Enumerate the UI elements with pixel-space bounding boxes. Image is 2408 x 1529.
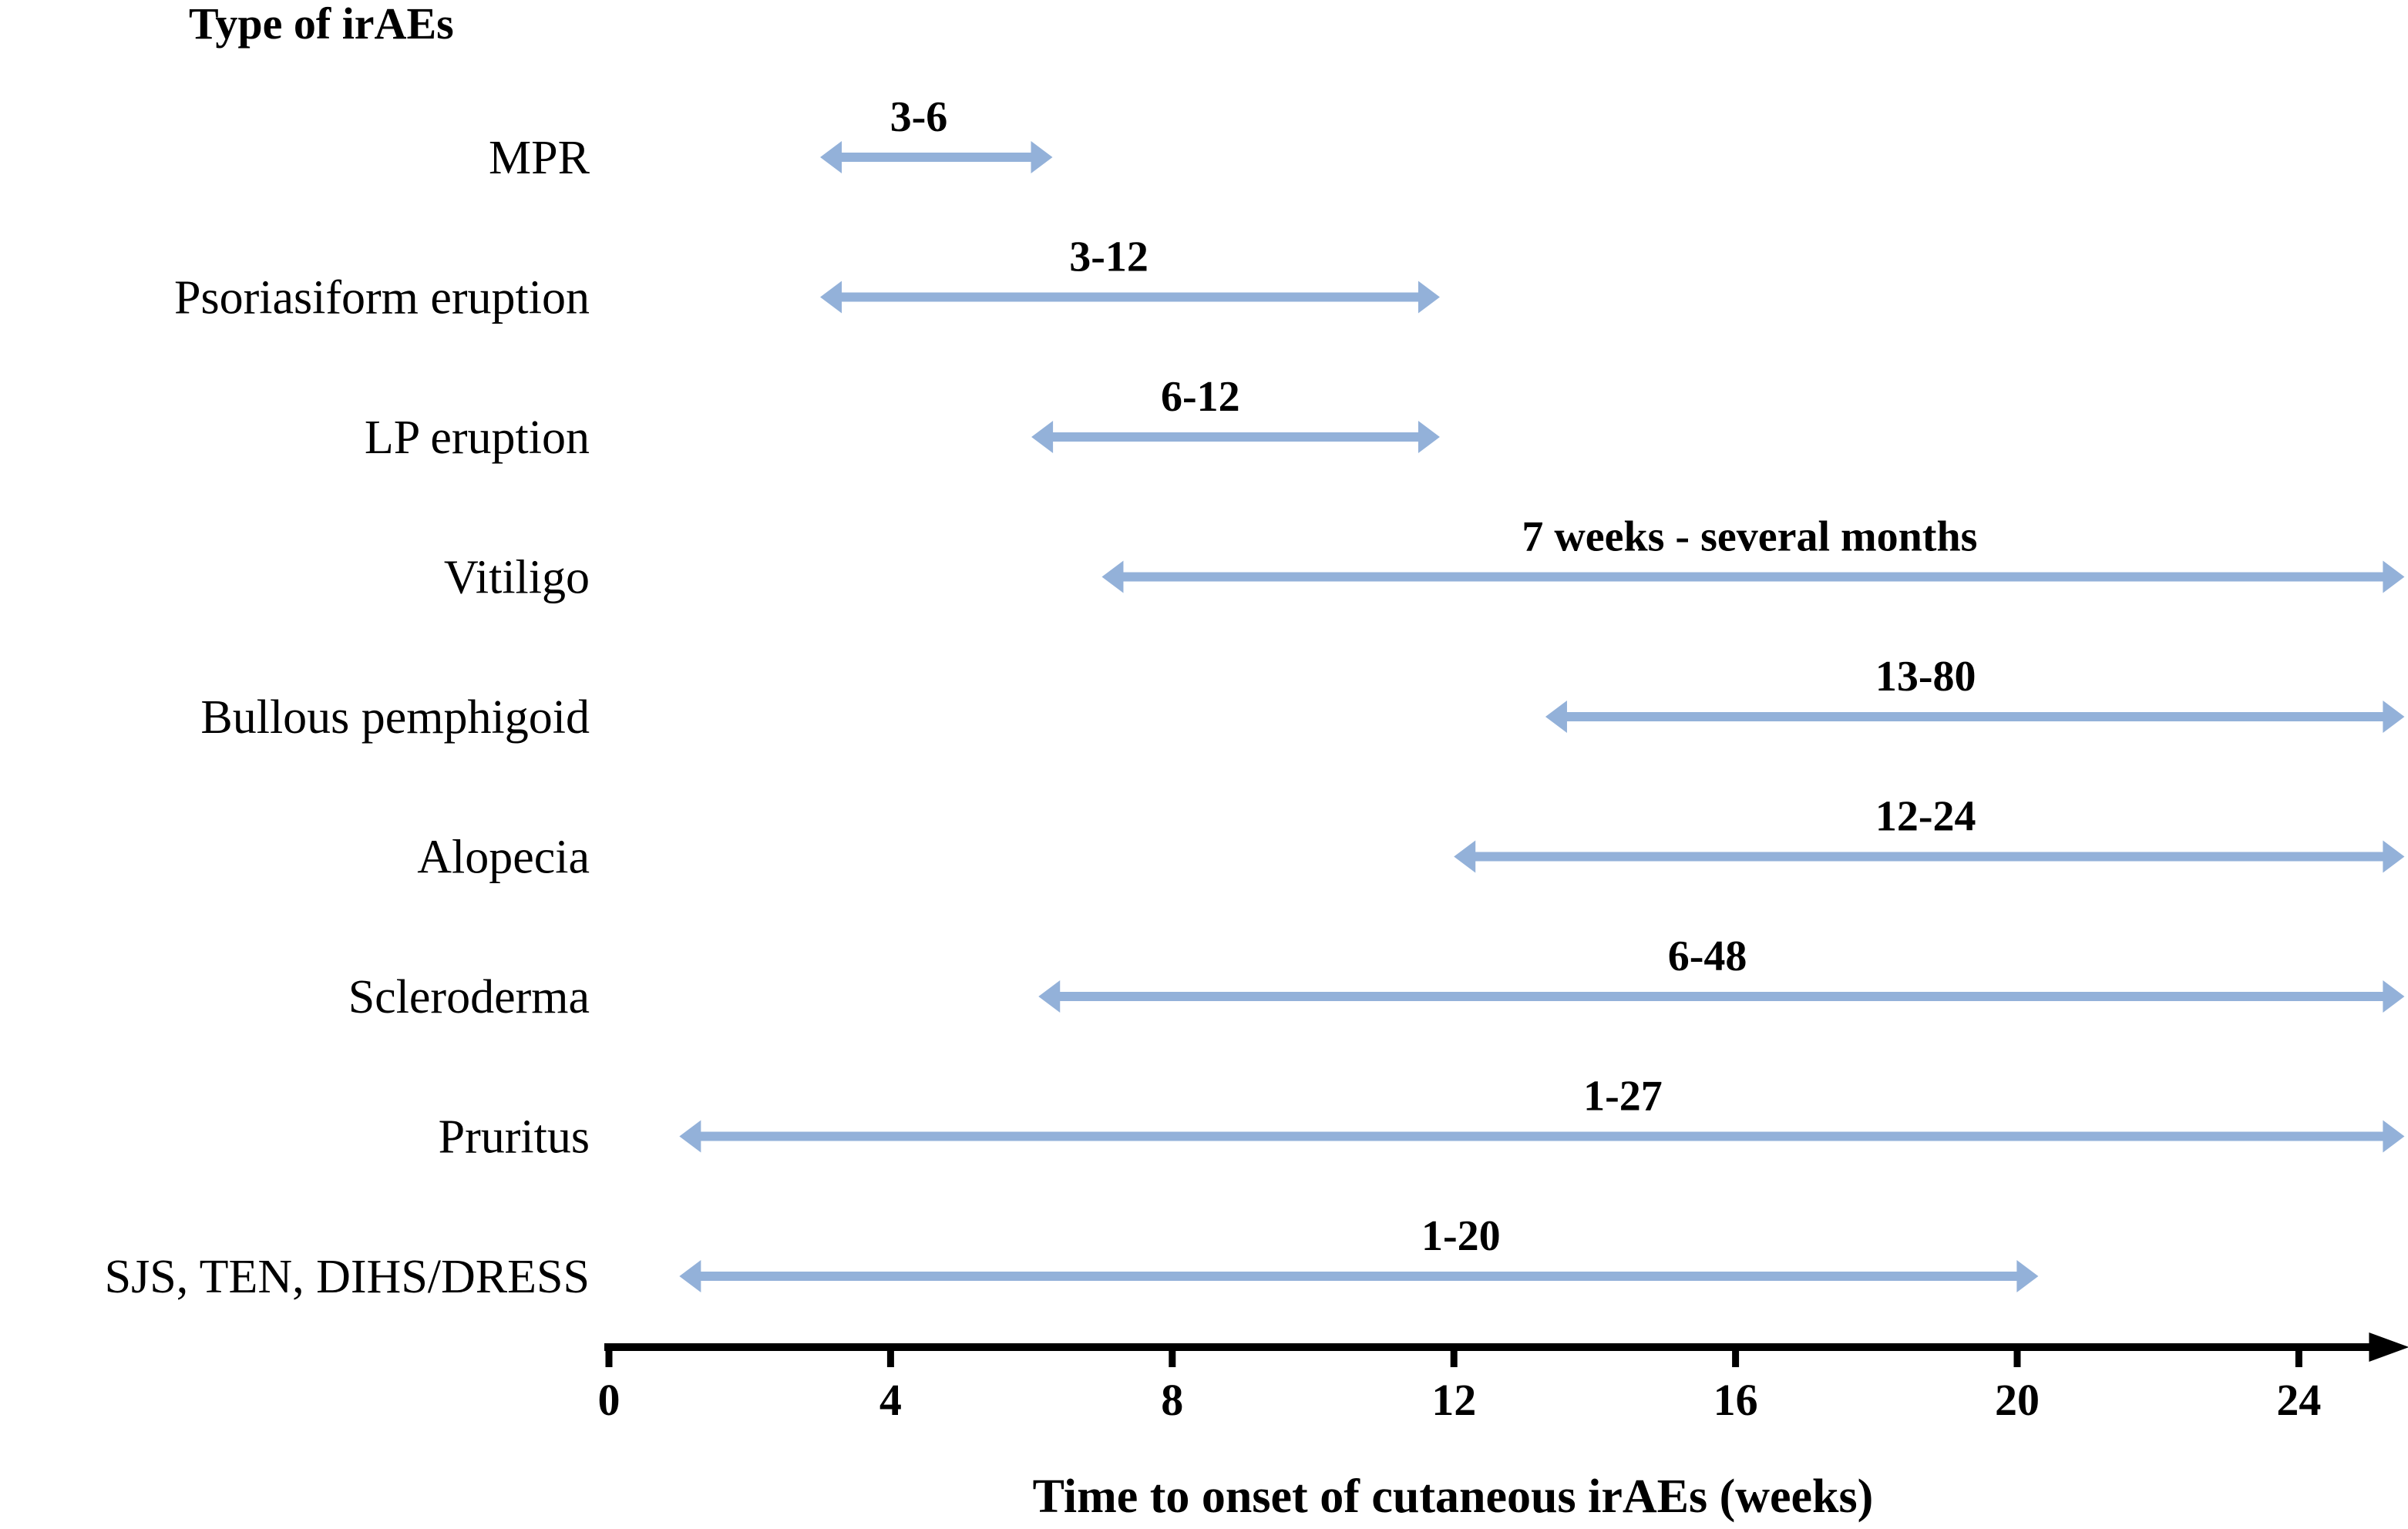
range-label: 1-20	[1421, 1212, 1501, 1260]
range-label: 12-24	[1875, 793, 1976, 841]
row-label: LP eruption	[365, 412, 590, 464]
range-row: Vitiligo 7 weeks - several months	[444, 513, 2405, 604]
chart-heading: Type of irAEs	[189, 0, 454, 49]
row-label: SJS, TEN, DIHS/DRESS	[105, 1251, 590, 1303]
range-rows: MPR 3-6 Psoriasiform eruption 3-12 LP erupti…	[105, 93, 2405, 1303]
x-axis: 0 4 8 12 16 20 24	[598, 1332, 2408, 1425]
range-row: Scleroderma 6-48	[348, 933, 2405, 1023]
range-arrow	[679, 1120, 2405, 1153]
range-label: 3-12	[1069, 234, 1149, 281]
x-tick-label: 20	[1995, 1375, 2040, 1425]
row-label: Scleroderma	[348, 971, 590, 1023]
range-arrow	[820, 141, 1053, 173]
range-label: 1-27	[1583, 1073, 1663, 1121]
row-label: Vitiligo	[444, 552, 590, 604]
range-label: 13-80	[1875, 653, 1976, 701]
range-arrow	[1545, 701, 2405, 733]
range-row: Alopecia 12-24	[417, 793, 2405, 884]
range-row: LP eruption 6-12	[365, 373, 1440, 464]
x-tick-label: 8	[1161, 1375, 1183, 1425]
range-label: 6-48	[1668, 933, 1747, 980]
range-arrow	[1101, 560, 2405, 593]
row-label: Bullous pemphigoid	[200, 691, 590, 744]
range-label: 7 weeks - several months	[1522, 513, 1977, 561]
x-tick-label: 24	[2276, 1375, 2321, 1425]
x-tick-label: 4	[879, 1375, 902, 1425]
x-tick-label: 0	[598, 1375, 620, 1425]
row-label: Alopecia	[417, 832, 590, 884]
range-label: 3-6	[890, 93, 948, 141]
range-label: 6-12	[1161, 373, 1240, 421]
range-arrow	[1038, 980, 2405, 1013]
range-arrow	[1454, 840, 2405, 873]
row-label: MPR	[489, 132, 590, 184]
range-row: Bullous pemphigoid 13-80	[200, 653, 2405, 744]
row-label: Pruritus	[439, 1111, 590, 1164]
range-arrow	[1031, 421, 1440, 453]
range-row: MPR 3-6	[489, 93, 1053, 184]
x-axis-title: Time to onset of cutaneous irAEs (weeks)	[1033, 1470, 1874, 1523]
range-arrow	[679, 1260, 2039, 1292]
x-tick-label: 16	[1714, 1375, 1758, 1425]
range-row: Psoriasiform eruption 3-12	[174, 234, 1440, 324]
range-row: SJS, TEN, DIHS/DRESS 1-20	[105, 1212, 2039, 1303]
range-row: Pruritus 1-27	[439, 1073, 2405, 1164]
x-tick-label: 12	[1431, 1375, 1476, 1425]
range-arrow	[820, 281, 1440, 314]
x-axis-arrowhead	[2369, 1332, 2408, 1362]
row-label: Psoriasiform eruption	[174, 272, 590, 324]
